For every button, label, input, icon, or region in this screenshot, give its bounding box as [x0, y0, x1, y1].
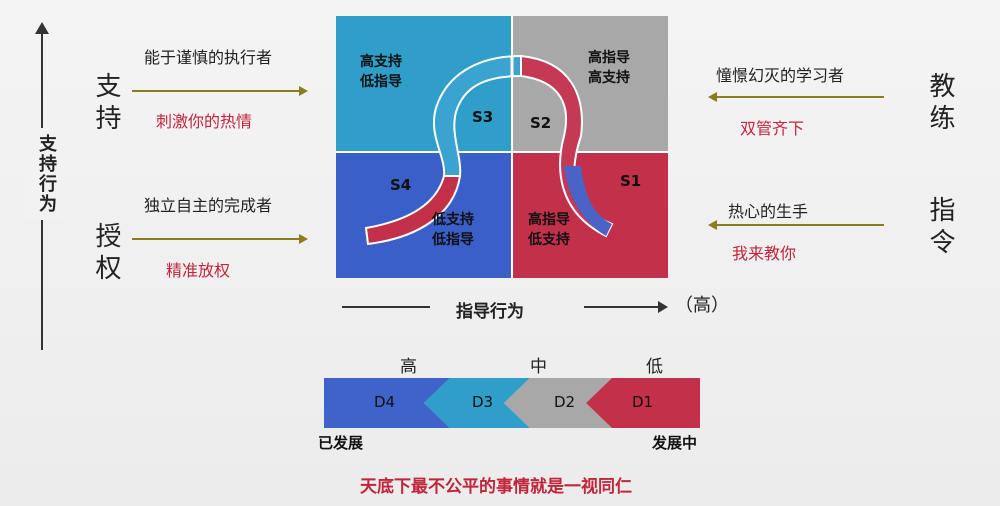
x-axis-line-left [342, 306, 430, 308]
delegate-arrow-icon [132, 234, 308, 244]
footer-quote: 天底下最不公平的事情就是一视同仁 [360, 477, 632, 497]
quadrant-s1-line2: 低支持 [528, 232, 570, 248]
direct-arrow-icon [708, 220, 884, 230]
direct-char: 指令 [925, 196, 955, 260]
level-mid: 中 [530, 357, 547, 377]
leadership-quadrant-diagram [336, 16, 668, 278]
quadrant-s3-line1: 高支持 [360, 54, 402, 70]
s-curve-arc [364, 54, 614, 246]
quadrant-s4-line1: 低支持 [432, 212, 474, 228]
quadrant-s4-text: 低支持 低指导 [432, 210, 474, 250]
level-low: 低 [646, 357, 663, 377]
stage-d2-segment [504, 378, 612, 428]
s3-label: S3 [472, 108, 494, 126]
x-axis-line-right [584, 306, 660, 308]
stage-d1-label: D1 [632, 393, 654, 411]
quadrant-s2-line1: 高指导 [588, 50, 630, 66]
quadrant-s4-line2: 低指导 [432, 232, 474, 248]
support-role: 能于谨慎的执行者 [144, 48, 273, 67]
x-axis-arrow-icon [658, 301, 668, 313]
development-bar [324, 378, 700, 428]
direct-tip: 我来教你 [732, 244, 797, 263]
coach-char: 教练 [925, 72, 955, 136]
level-high: 高 [400, 357, 417, 377]
direct-role: 热心的生手 [728, 202, 809, 221]
developing-label: 发展中 [652, 434, 698, 452]
stage-d3-label: D3 [472, 393, 494, 411]
quadrant-s1-line1: 高指导 [528, 212, 570, 228]
support-arrow-icon [132, 86, 308, 96]
delegate-tip: 精准放权 [166, 261, 231, 280]
s4-label: S4 [390, 176, 412, 194]
developed-label: 已发展 [318, 434, 364, 452]
quadrant-s3-line2: 低指导 [360, 74, 402, 90]
quadrant-s3 [336, 16, 512, 152]
quadrant-s3-text: 高支持 低指导 [360, 52, 402, 92]
quadrant-s2 [512, 16, 668, 152]
quadrant-s2-text: 高指导 高支持 [588, 48, 630, 88]
coach-tip: 双管齐下 [740, 119, 805, 138]
s2-label: S2 [530, 114, 552, 132]
delegate-char: 授权 [91, 222, 121, 286]
stage-d4-segment [324, 378, 450, 428]
quadrant-s2-line2: 高支持 [588, 70, 630, 86]
stage-d3-segment [424, 378, 530, 428]
x-axis-label: 指导行为 [456, 302, 524, 322]
support-char: 支持 [91, 72, 121, 136]
stage-d1-segment [586, 378, 700, 428]
delegate-role: 独立自主的完成者 [144, 196, 273, 215]
s1-label: S1 [620, 172, 642, 190]
coach-role: 憧憬幻灭的学习者 [716, 66, 845, 85]
coach-arrow-icon [708, 92, 884, 102]
vertical-axis-arrow-icon [35, 22, 49, 34]
vertical-axis-label: 支持行为 [25, 128, 59, 220]
stage-d2-label: D2 [554, 393, 576, 411]
stage-d4-label: D4 [374, 393, 396, 411]
support-tip: 刺激你的热情 [156, 112, 253, 131]
x-axis-high-label: （高） [675, 295, 729, 316]
quadrant-s1-text: 高指导 低支持 [528, 210, 570, 250]
